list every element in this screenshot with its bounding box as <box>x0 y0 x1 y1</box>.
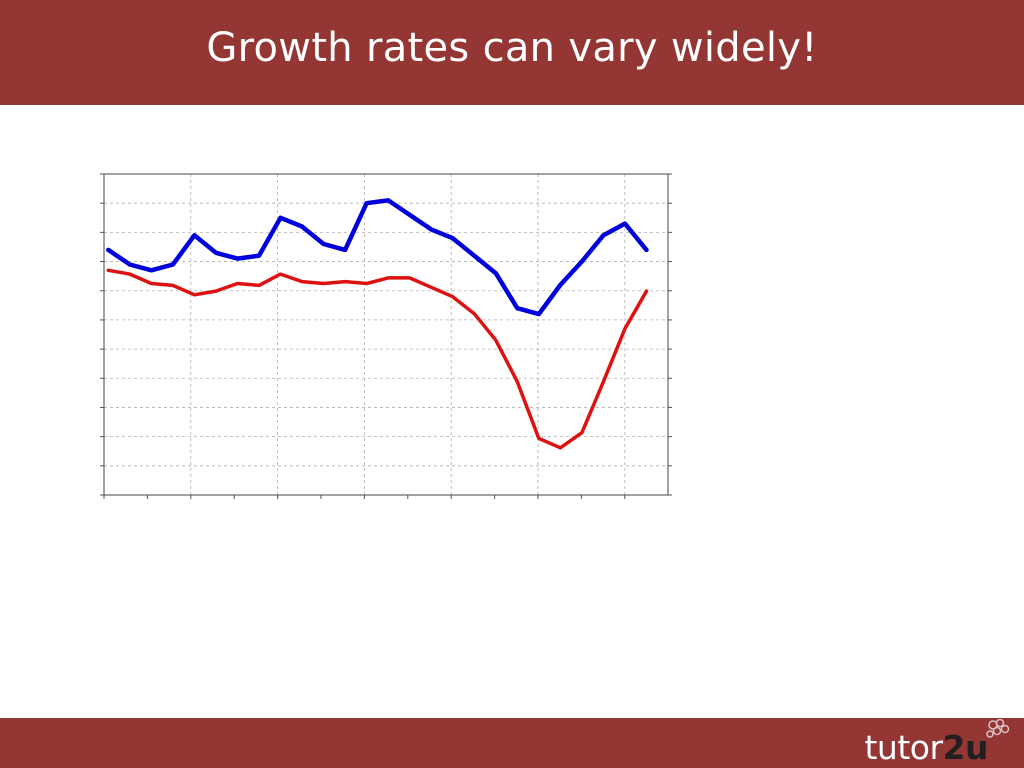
slide-title: Growth rates can vary widely! <box>206 25 818 71</box>
series-line-red <box>106 268 649 450</box>
growth-rate-chart <box>100 173 672 499</box>
flower-logo-icon <box>986 719 1010 738</box>
footer-band: tutor2u <box>0 718 1024 768</box>
title-band: Growth rates can vary widely! <box>0 0 1024 105</box>
logo-wordmark: tutor2u <box>864 728 988 767</box>
tutor2u-logo: tutor2u <box>864 719 1010 767</box>
plot-frame <box>103 173 669 496</box>
series-line-blue <box>106 198 649 317</box>
